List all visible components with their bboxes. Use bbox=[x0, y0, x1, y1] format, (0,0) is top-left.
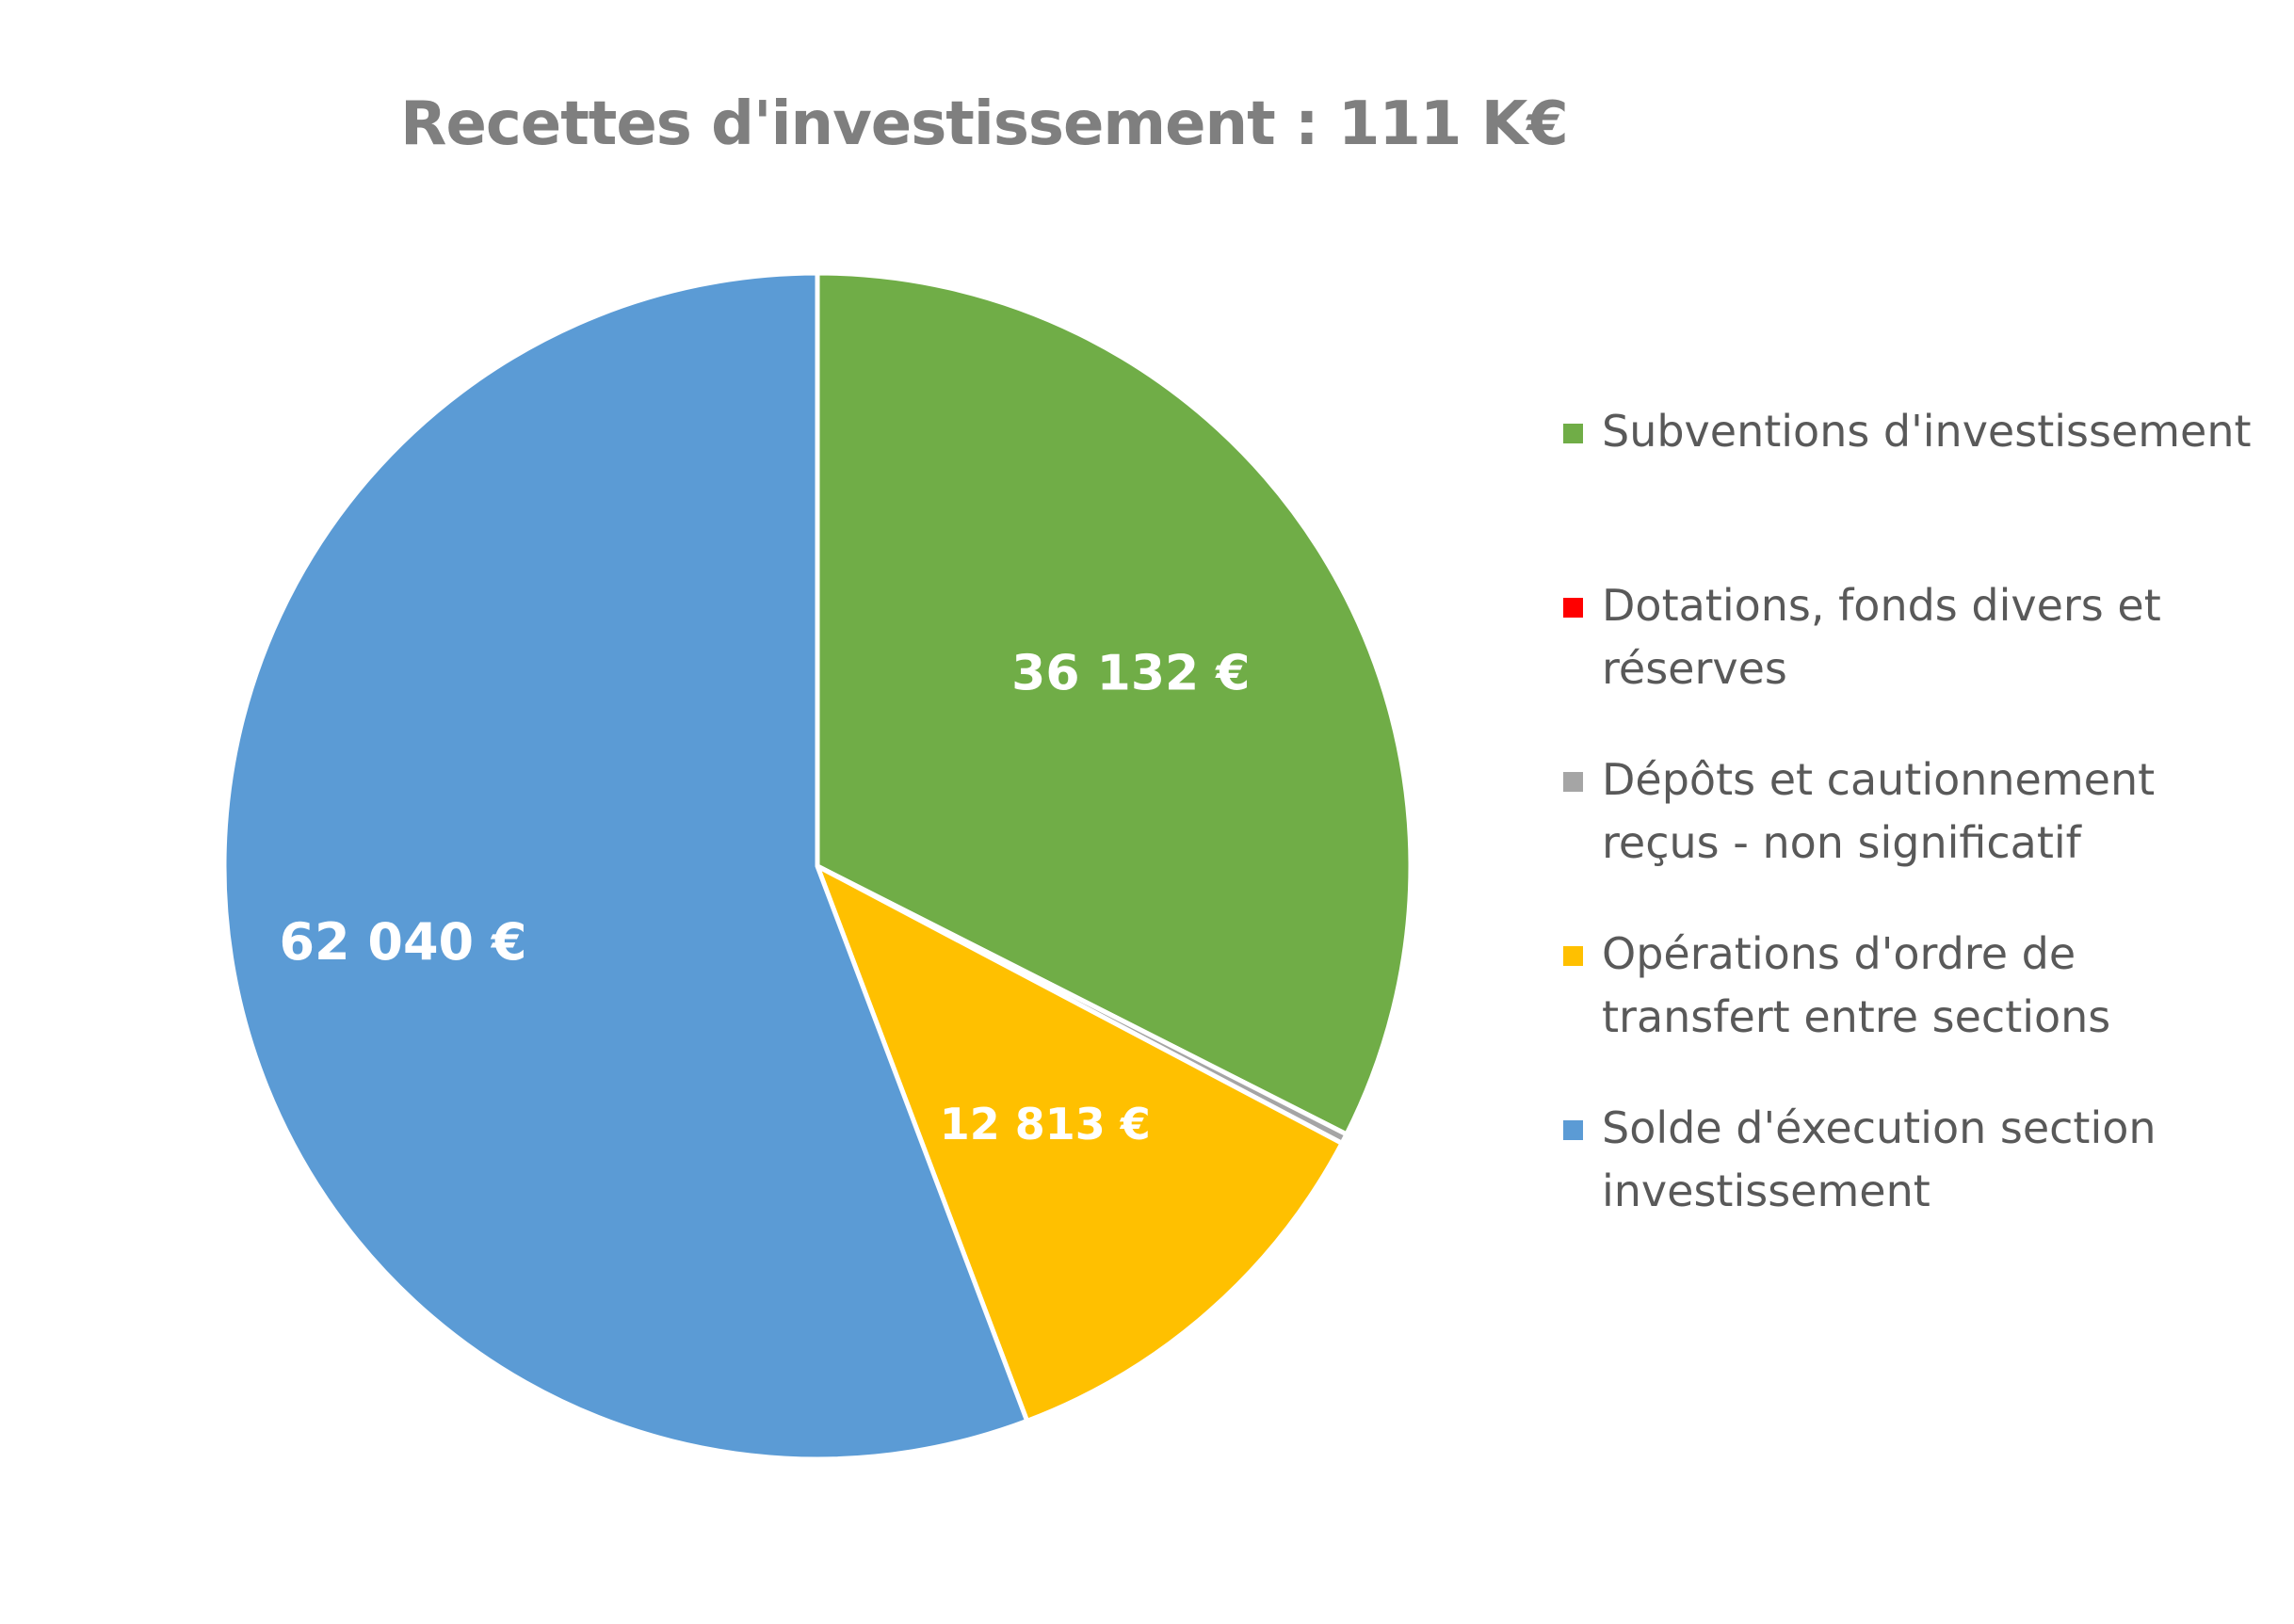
data-label-3: 12 813 € bbox=[940, 1099, 1151, 1150]
legend-label: Dotations, fonds divers et réserves bbox=[1602, 580, 2161, 694]
legend-label: Dépôts et cautionnement reçus - non sign… bbox=[1602, 754, 2156, 868]
legend-swatch-red bbox=[1563, 598, 1583, 618]
legend-swatch-green bbox=[1563, 424, 1583, 443]
legend-label: Subventions d'investissement bbox=[1602, 406, 2252, 457]
pie-slice-3 bbox=[815, 863, 1345, 1423]
legend-item-solde: Solde d'éxecution section investissement bbox=[1563, 1097, 2288, 1223]
pie-slices bbox=[221, 270, 1414, 1462]
legend-item-subventions: Subventions d'investissement bbox=[1563, 400, 2288, 463]
pie-slice-0 bbox=[815, 270, 1414, 1137]
legend-item-dotations: Dotations, fonds divers et réserves bbox=[1563, 574, 2288, 700]
pie-slice-4 bbox=[221, 270, 1030, 1462]
legend-swatch-yellow bbox=[1563, 946, 1583, 966]
legend-label: Opérations d'ordre de transfert entre se… bbox=[1602, 928, 2111, 1042]
legend-swatch-grey bbox=[1563, 772, 1583, 792]
legend-item-operations: Opérations d'ordre de transfert entre se… bbox=[1563, 923, 2288, 1049]
pie-labels: 36 132 € 12 813 € 62 040 € bbox=[279, 646, 1250, 1150]
data-label-0: 36 132 € bbox=[1011, 646, 1250, 702]
data-label-4: 62 040 € bbox=[279, 912, 526, 972]
legend-label: Solde d'éxecution section investissement bbox=[1602, 1102, 2157, 1216]
chart-title: Recettes d'investissement : 111 K€ bbox=[400, 89, 1569, 159]
legend-item-depots: Dépôts et cautionnement reçus - non sign… bbox=[1563, 748, 2288, 875]
legend-swatch-blue bbox=[1563, 1120, 1583, 1140]
